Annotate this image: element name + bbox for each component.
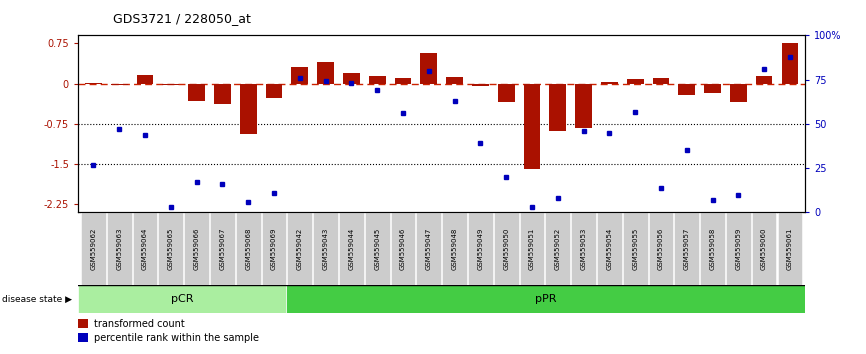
Bar <box>288 212 312 285</box>
Text: GSM559068: GSM559068 <box>245 227 251 270</box>
Text: GSM559067: GSM559067 <box>219 227 225 270</box>
Bar <box>730 84 746 102</box>
Text: GSM559045: GSM559045 <box>374 228 380 270</box>
Bar <box>78 319 88 328</box>
Text: GDS3721 / 228050_at: GDS3721 / 228050_at <box>113 12 250 25</box>
Bar <box>240 84 256 133</box>
Bar <box>391 212 416 285</box>
Text: GSM559059: GSM559059 <box>735 228 741 270</box>
Text: GSM559054: GSM559054 <box>606 228 612 270</box>
Bar <box>752 212 777 285</box>
Text: GSM559042: GSM559042 <box>297 228 303 270</box>
Bar <box>369 76 385 84</box>
Bar <box>572 212 596 285</box>
Bar <box>85 82 102 84</box>
Bar <box>343 73 359 84</box>
Bar <box>78 333 88 342</box>
Bar <box>214 84 230 104</box>
Bar <box>339 212 364 285</box>
Bar <box>468 212 493 285</box>
Text: transformed count: transformed count <box>94 319 185 329</box>
Bar <box>756 76 772 84</box>
Bar <box>266 84 282 98</box>
Bar <box>417 212 441 285</box>
Bar <box>365 212 390 285</box>
Bar <box>395 78 411 84</box>
Text: GSM559064: GSM559064 <box>142 228 148 270</box>
Bar <box>163 84 179 85</box>
Bar <box>443 212 467 285</box>
Bar <box>446 77 463 84</box>
Text: GSM559044: GSM559044 <box>348 228 354 270</box>
Text: GSM559062: GSM559062 <box>90 228 96 270</box>
Bar <box>262 212 287 285</box>
Text: GSM559049: GSM559049 <box>477 228 483 270</box>
Text: GSM559043: GSM559043 <box>322 228 328 270</box>
Bar <box>597 212 622 285</box>
Bar <box>549 84 566 131</box>
Bar <box>317 62 334 84</box>
Bar <box>494 212 519 285</box>
Text: GSM559052: GSM559052 <box>555 228 561 270</box>
Bar <box>520 212 545 285</box>
Bar <box>472 84 488 86</box>
Bar <box>313 212 338 285</box>
Text: disease state ▶: disease state ▶ <box>2 295 72 304</box>
Bar <box>107 212 132 285</box>
Bar <box>601 81 617 84</box>
Text: GSM559056: GSM559056 <box>658 228 664 270</box>
Bar <box>653 78 669 84</box>
Text: GSM559046: GSM559046 <box>400 228 406 270</box>
Bar <box>627 79 643 84</box>
Bar <box>778 212 802 285</box>
Text: GSM559055: GSM559055 <box>632 228 638 270</box>
Text: GSM559051: GSM559051 <box>529 228 535 270</box>
Bar <box>236 212 261 285</box>
Bar <box>726 212 751 285</box>
Bar <box>623 212 648 285</box>
Bar <box>678 84 695 96</box>
Bar <box>649 212 673 285</box>
Text: GSM559047: GSM559047 <box>426 228 432 270</box>
Bar <box>546 212 570 285</box>
Text: GSM559058: GSM559058 <box>709 228 715 270</box>
Bar <box>78 285 286 313</box>
Bar <box>210 212 235 285</box>
Bar <box>184 212 209 285</box>
Text: percentile rank within the sample: percentile rank within the sample <box>94 333 259 343</box>
Text: GSM559063: GSM559063 <box>116 227 122 270</box>
Bar <box>700 212 725 285</box>
Bar <box>188 84 205 101</box>
Bar <box>524 84 540 170</box>
Bar <box>291 67 308 84</box>
Bar <box>132 212 158 285</box>
Text: GSM559050: GSM559050 <box>503 228 509 270</box>
Text: GSM559069: GSM559069 <box>271 227 277 270</box>
Bar <box>286 285 805 313</box>
Bar <box>498 84 514 102</box>
Bar <box>137 75 153 84</box>
Bar <box>111 84 127 85</box>
Text: GSM559048: GSM559048 <box>451 228 457 270</box>
Text: pPR: pPR <box>535 294 556 304</box>
Bar <box>575 84 592 128</box>
Text: pCR: pCR <box>171 294 193 304</box>
Bar <box>420 52 437 84</box>
Text: GSM559060: GSM559060 <box>761 227 767 270</box>
Bar <box>158 212 184 285</box>
Text: GSM559066: GSM559066 <box>194 227 199 270</box>
Bar <box>81 212 106 285</box>
Text: GSM559065: GSM559065 <box>168 228 174 270</box>
Text: GSM559061: GSM559061 <box>787 227 793 270</box>
Text: GSM559057: GSM559057 <box>684 228 689 270</box>
Text: GSM559053: GSM559053 <box>580 228 586 270</box>
Bar <box>675 212 699 285</box>
Bar <box>704 84 721 93</box>
Bar <box>781 44 798 84</box>
